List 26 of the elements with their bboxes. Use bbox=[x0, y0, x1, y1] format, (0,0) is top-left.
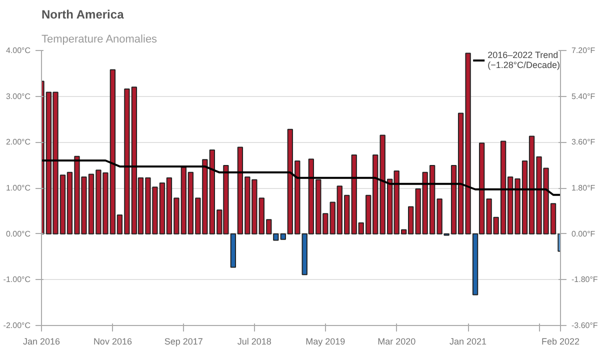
y-tick-label: 4.00°C bbox=[6, 46, 31, 55]
x-tick-label: May 2019 bbox=[306, 336, 346, 346]
y-tick-label: -1.00°C bbox=[3, 275, 31, 284]
y2-tick-label: 7.20°F bbox=[572, 46, 596, 55]
x-tick-label: Feb 2022 bbox=[541, 336, 580, 346]
y2-tick-label: -3.60°F bbox=[572, 321, 598, 330]
chart-subtitle: Temperature Anomalies bbox=[42, 34, 158, 46]
y-tick-label: 3.00°C bbox=[6, 92, 31, 101]
legend-label: 2016–2022 Trend (−1.28°C/Decade) bbox=[488, 50, 560, 70]
x-tick-label: Sep 2017 bbox=[164, 336, 203, 346]
x-tick-label: Jan 2016 bbox=[22, 336, 60, 346]
x-tick-label: Mar 2020 bbox=[378, 336, 416, 346]
line-series bbox=[42, 160, 560, 196]
x-tick-label: Jul 2018 bbox=[237, 336, 272, 346]
y-tick-label: 0.00°C bbox=[6, 229, 31, 238]
y2-tick-label: 5.40°F bbox=[572, 92, 596, 101]
y2-tick-label: 3.60°F bbox=[572, 138, 596, 147]
y-tick-label: 1.00°C bbox=[6, 184, 31, 192]
x-tick-label: Jan 2021 bbox=[450, 336, 487, 346]
x-tick-label: Nov 2016 bbox=[93, 336, 132, 346]
y2-tick-label: 0.00°F bbox=[572, 229, 596, 238]
y-tick-label: 2.00°C bbox=[6, 138, 31, 147]
chart-title: North America bbox=[42, 8, 124, 22]
y-tick-label: -2.00°C bbox=[3, 321, 31, 330]
y2-tick-label: -1.80°F bbox=[572, 275, 598, 284]
y2-tick-label: 1.80°F bbox=[572, 184, 596, 192]
